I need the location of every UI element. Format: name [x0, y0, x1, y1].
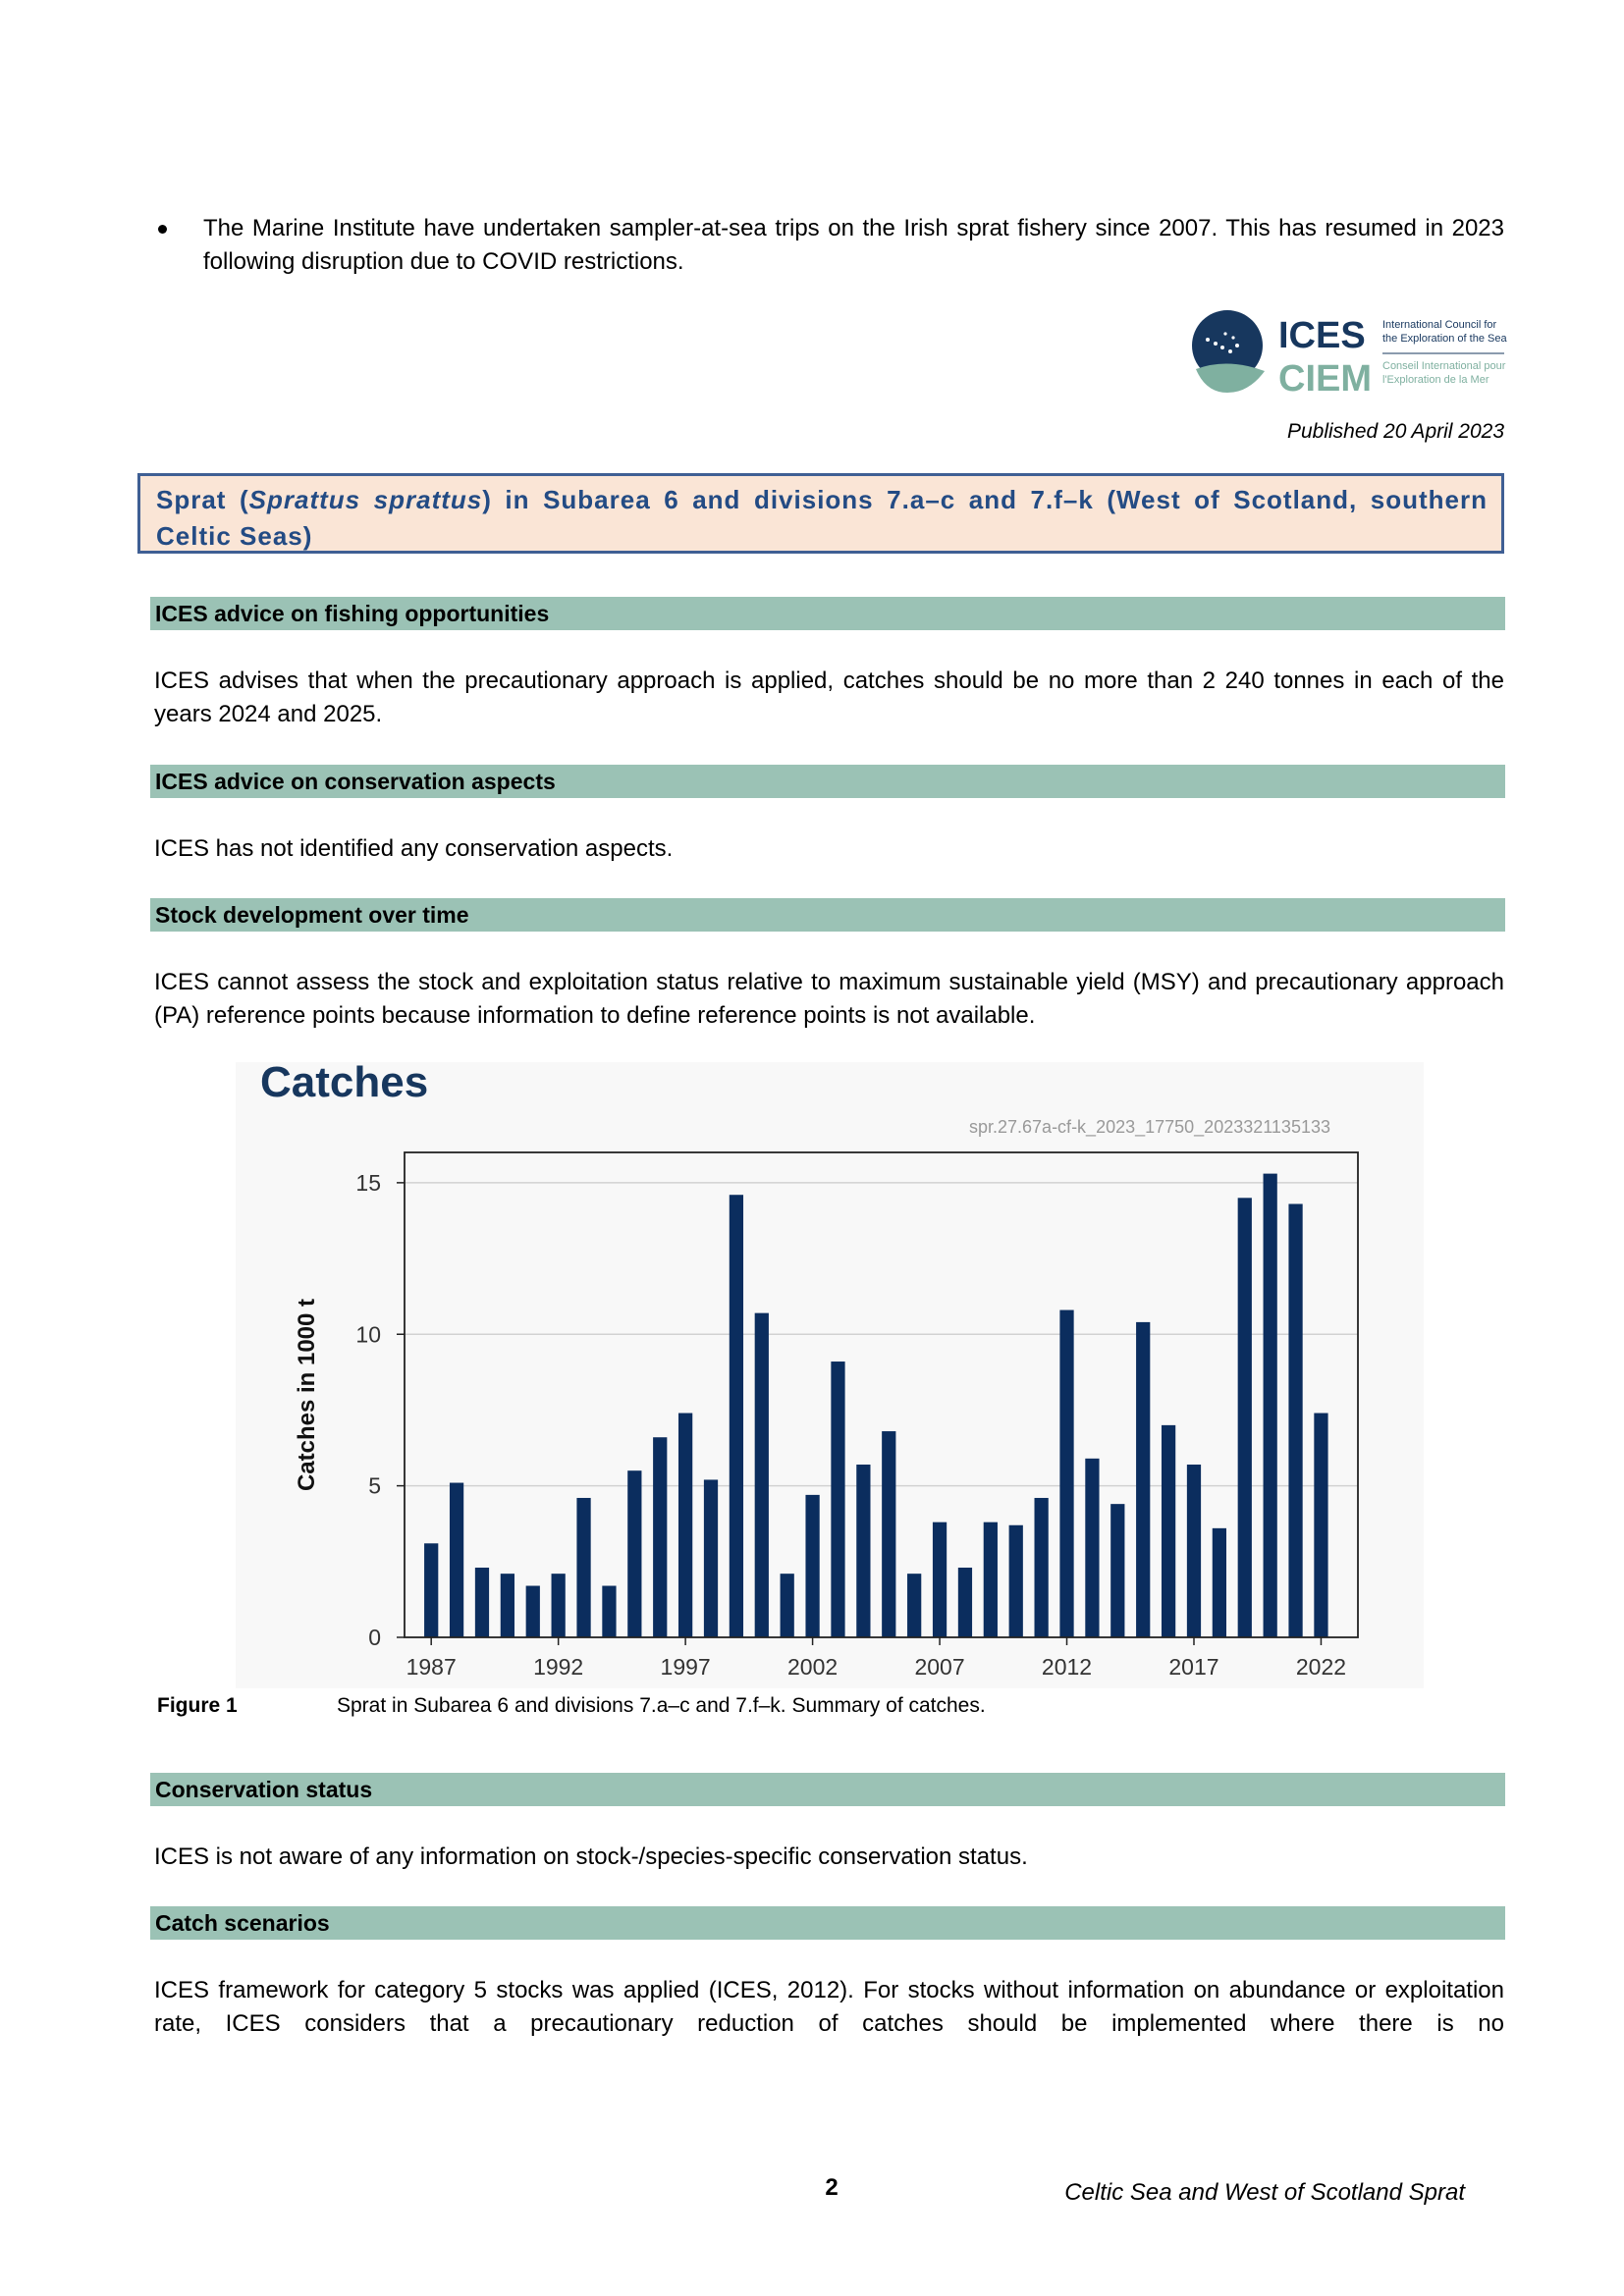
catch-bar	[424, 1543, 439, 1637]
logo-acronym-bottom: CIEM	[1278, 358, 1372, 400]
x-tick-label: 1987	[406, 1654, 457, 1680]
figure-label: Figure 1	[157, 1694, 238, 1717]
catch-bar	[1085, 1458, 1100, 1637]
plot-frame	[404, 1151, 1359, 1638]
published-date: Published 20 April 2023	[1286, 420, 1504, 443]
x-tick-label: 2017	[1168, 1654, 1218, 1680]
x-tick-label: 2012	[1042, 1654, 1092, 1680]
catch-bar	[1110, 1504, 1125, 1637]
bullet-point	[158, 225, 167, 234]
x-tick-label: 1992	[533, 1654, 583, 1680]
catch-bar	[1263, 1173, 1277, 1637]
catch-bar	[1237, 1198, 1252, 1637]
catch-bar	[1212, 1527, 1227, 1637]
catch-bar	[449, 1482, 464, 1637]
y-tick-label: 10	[355, 1321, 381, 1347]
section-heading-fishing: ICES advice on fishing opportunities	[150, 597, 1505, 630]
x-tick-label: 1997	[661, 1654, 711, 1680]
title-species: Sprattus sprattus	[248, 485, 483, 514]
catch-bar	[856, 1465, 871, 1637]
catch-bar	[780, 1574, 794, 1637]
catch-bar	[525, 1585, 540, 1637]
catch-bar	[1288, 1203, 1303, 1637]
catch-bar	[1314, 1413, 1328, 1637]
catch-bar	[729, 1195, 744, 1637]
conservation-status-text: ICES is not aware of any information on …	[154, 1843, 1028, 1870]
catch-bar	[500, 1574, 514, 1637]
catch-bar	[983, 1522, 998, 1637]
y-axis-label: Catches in 1000 t	[294, 1299, 320, 1491]
catch-bar	[1008, 1524, 1023, 1637]
logo-line-2: the Exploration of the Sea	[1382, 333, 1507, 345]
section-heading-conservation-aspects: ICES advice on conservation aspects	[150, 765, 1505, 798]
catch-bar	[576, 1497, 591, 1637]
catch-bar	[602, 1585, 617, 1637]
catch-bar	[551, 1574, 566, 1637]
catch-bar	[653, 1437, 668, 1637]
stock-development-text: ICES cannot assess the stock and exploit…	[154, 969, 1504, 1029]
catch-bar	[703, 1479, 719, 1637]
catch-bar	[805, 1494, 820, 1637]
catch-bar	[1034, 1497, 1049, 1637]
bullet-text: The Marine Institute have undertaken sam…	[203, 215, 1504, 275]
ices-logo: ICES CIEM International Council for the …	[1188, 310, 1507, 400]
catch-bar	[474, 1567, 490, 1637]
title-suffix: ) in Subarea 6 and divisions 7.a–c and 7…	[156, 485, 1489, 551]
x-tick-label: 2002	[787, 1654, 838, 1680]
catch-bar	[1161, 1424, 1176, 1637]
catch-bar	[1136, 1321, 1151, 1637]
logo-line-4: l'Exploration de la Mer	[1382, 374, 1489, 386]
catch-bar	[1059, 1309, 1074, 1637]
catch-bar	[754, 1312, 769, 1637]
chart-title: Catches	[260, 1058, 429, 1106]
section-heading-stock-development: Stock development over time	[150, 898, 1505, 932]
y-tick-label: 5	[368, 1473, 381, 1499]
conservation-aspects-text: ICES has not identified any conservation…	[154, 835, 674, 862]
figure-caption: Sprat in Subarea 6 and divisions 7.a–c a…	[337, 1694, 986, 1717]
stock-title-box: Sprat (Sprattus sprattus) in Subarea 6 a…	[137, 473, 1504, 554]
title-prefix: Sprat (	[156, 485, 249, 514]
catch-bar	[882, 1431, 896, 1637]
catch-bar	[627, 1470, 642, 1637]
catches-bar-chart: 0 5 10 15 1987 1992 1997 2002 2007 2012 2017 2022 Ca…	[294, 1151, 1359, 1680]
catch-bar	[932, 1522, 947, 1637]
y-tick-label: 0	[368, 1625, 381, 1650]
section-heading-conservation-status: Conservation status	[150, 1773, 1505, 1806]
catch-bar	[907, 1574, 922, 1637]
catch-bar	[1186, 1465, 1202, 1637]
footer-title: Celtic Sea and West of Scotland Sprat	[1064, 2179, 1465, 2206]
x-tick-label: 2022	[1296, 1654, 1346, 1680]
fishing-advice-text: ICES advises that when the precautionary…	[154, 667, 1504, 727]
catch-bar	[831, 1362, 845, 1637]
catch-bar	[678, 1413, 693, 1637]
logo-acronym-top: ICES	[1278, 315, 1366, 356]
catch-bar	[957, 1567, 973, 1637]
logo-line-3: Conseil International pour	[1382, 360, 1506, 372]
page-number: 2	[825, 2174, 839, 2201]
chart-id-label: spr.27.67a-cf-k_2023_17750_2023321135133	[969, 1117, 1330, 1137]
ices-logo-mark: ICES CIEM International Council for the …	[1192, 310, 1507, 400]
logo-line-1: International Council for	[1382, 319, 1497, 331]
catch-scenarios-text: ICES framework for category 5 stocks was…	[154, 1977, 1504, 2037]
y-tick-label: 15	[355, 1170, 381, 1196]
section-heading-catch-scenarios: Catch scenarios	[150, 1906, 1505, 1940]
x-tick-label: 2007	[914, 1654, 964, 1680]
